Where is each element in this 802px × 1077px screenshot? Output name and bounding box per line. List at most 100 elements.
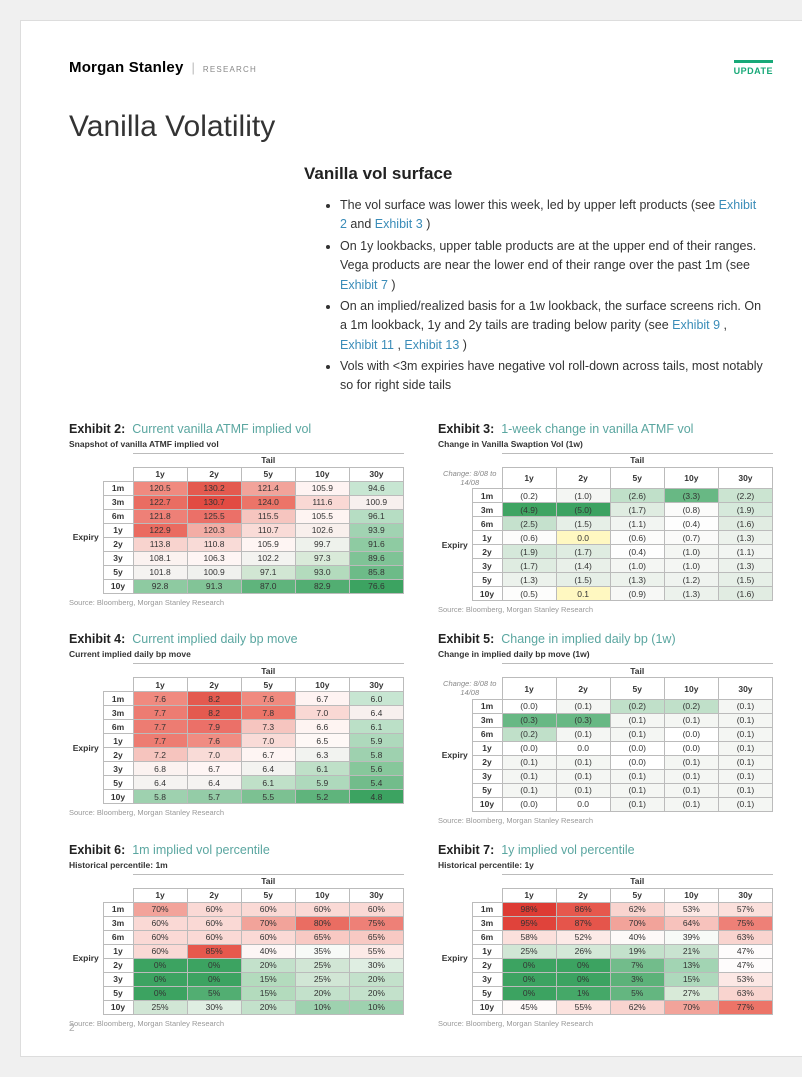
matrix-cell: (0.1) bbox=[664, 755, 718, 769]
matrix-cell: 0% bbox=[556, 972, 610, 986]
page-title: Vanilla Volatility bbox=[69, 110, 773, 144]
matrix-cell: 110.8 bbox=[187, 537, 241, 551]
matrix-cell: 99.7 bbox=[295, 537, 349, 551]
row-header: 1y bbox=[472, 741, 502, 755]
matrix-cell: 47% bbox=[718, 944, 772, 958]
matrix-cell: (0.1) bbox=[556, 755, 610, 769]
matrix-cell: (1.3) bbox=[664, 587, 718, 601]
row-header: 2y bbox=[472, 755, 502, 769]
row-header: 2y bbox=[472, 958, 502, 972]
matrix-cell: 5.5 bbox=[241, 790, 295, 804]
matrix-cell: (1.0) bbox=[664, 559, 718, 573]
exhibit-title: Exhibit 6: 1m implied vol percentile bbox=[69, 843, 404, 857]
col-header: 5y bbox=[610, 467, 664, 489]
matrix-cell: 7.6 bbox=[133, 692, 187, 706]
col-header: 2y bbox=[556, 467, 610, 489]
matrix-cell: 65% bbox=[349, 930, 403, 944]
matrix-cell: 6.5 bbox=[295, 734, 349, 748]
exhibit-link[interactable]: Exhibit 7 bbox=[340, 278, 388, 292]
matrix-cell: 0.0 bbox=[556, 741, 610, 755]
expiry-label: Expiry bbox=[438, 902, 472, 1014]
col-header: 10y bbox=[664, 467, 718, 489]
exhibit-label: Change in implied daily bp (1w) bbox=[501, 632, 675, 646]
matrix-cell: 45% bbox=[502, 1000, 556, 1014]
matrix-cell: 5.7 bbox=[187, 790, 241, 804]
matrix-cell: 113.8 bbox=[133, 537, 187, 551]
row-header: 3m bbox=[472, 503, 502, 517]
row-header: 1m bbox=[472, 902, 502, 916]
matrix-cell: (5.0) bbox=[556, 503, 610, 517]
exhibit: Exhibit 6: 1m implied vol percentile Hist… bbox=[69, 843, 404, 1028]
matrix-cell: 7.9 bbox=[187, 720, 241, 734]
matrix-cell: (0.1) bbox=[664, 797, 718, 811]
matrix-cell: (1.1) bbox=[610, 517, 664, 531]
row-header: 6m bbox=[103, 509, 133, 523]
exhibit-link[interactable]: Exhibit 3 bbox=[375, 217, 423, 231]
matrix-table: Tail1y2y5y10y30yExpiry1m98%86%62%53%57%3… bbox=[438, 874, 773, 1015]
matrix-cell: 0% bbox=[133, 972, 187, 986]
matrix-cell: (0.2) bbox=[610, 699, 664, 713]
exhibit-source: Source: Bloomberg, Morgan Stanley Resear… bbox=[438, 816, 773, 825]
col-header: 2y bbox=[187, 678, 241, 692]
expiry-label: Expiry bbox=[69, 902, 103, 1014]
matrix-cell: 70% bbox=[133, 902, 187, 916]
col-header: 2y bbox=[187, 888, 241, 902]
exhibit-label: Current vanilla ATMF implied vol bbox=[132, 422, 311, 436]
matrix-cell: 108.1 bbox=[133, 551, 187, 565]
matrix-cell: (1.3) bbox=[718, 531, 772, 545]
col-header: 10y bbox=[295, 678, 349, 692]
exhibit-label: 1m implied vol percentile bbox=[132, 843, 270, 857]
exhibit-label: 1y implied vol percentile bbox=[501, 843, 634, 857]
col-header: 30y bbox=[349, 888, 403, 902]
exhibit-source: Source: Bloomberg, Morgan Stanley Resear… bbox=[438, 605, 773, 614]
col-header: 5y bbox=[241, 678, 295, 692]
matrix-cell: 15% bbox=[241, 972, 295, 986]
col-header: 1y bbox=[502, 888, 556, 902]
matrix-cell: (0.1) bbox=[610, 713, 664, 727]
row-header: 3y bbox=[472, 769, 502, 783]
row-header: 1m bbox=[472, 699, 502, 713]
matrix-cell: (0.0) bbox=[502, 699, 556, 713]
col-header: 1y bbox=[502, 467, 556, 489]
matrix-cell: 30% bbox=[349, 958, 403, 972]
matrix-cell: 85% bbox=[187, 944, 241, 958]
row-header: 2y bbox=[472, 545, 502, 559]
matrix-cell: 7.6 bbox=[241, 692, 295, 706]
matrix-cell: 86% bbox=[556, 902, 610, 916]
matrix-cell: 60% bbox=[187, 916, 241, 930]
matrix-cell: 105.5 bbox=[295, 509, 349, 523]
matrix-table: Tail1y2y5y10y30yExpiry1m70%60%60%60%60%3… bbox=[69, 874, 404, 1015]
matrix-cell: 0% bbox=[502, 972, 556, 986]
matrix-table: TailChange: 8/08 to 14/081y2y5y10y30yExp… bbox=[438, 663, 773, 812]
matrix-cell: (0.9) bbox=[610, 587, 664, 601]
bullet-item: On an implied/realized basis for a 1w lo… bbox=[340, 297, 763, 355]
exhibit-link[interactable]: Exhibit 11 bbox=[340, 338, 394, 352]
matrix-cell: 93.9 bbox=[349, 523, 403, 537]
col-header: 30y bbox=[718, 888, 772, 902]
exhibit-number: Exhibit 4: bbox=[69, 632, 125, 646]
matrix-cell: (0.1) bbox=[502, 783, 556, 797]
exhibit-link[interactable]: Exhibit 13 bbox=[404, 338, 459, 352]
matrix-cell: (0.1) bbox=[718, 783, 772, 797]
matrix-cell: (0.1) bbox=[556, 727, 610, 741]
exhibit-subtitle: Change in Vanilla Swaption Vol (1w) bbox=[438, 439, 773, 449]
matrix-cell: (2.5) bbox=[502, 517, 556, 531]
matrix-cell: (0.1) bbox=[664, 713, 718, 727]
matrix-cell: 25% bbox=[295, 972, 349, 986]
matrix-cell: 102.6 bbox=[295, 523, 349, 537]
matrix-cell: (0.1) bbox=[718, 797, 772, 811]
exhibit-link[interactable]: Exhibit 9 bbox=[672, 318, 720, 332]
row-header: 1y bbox=[472, 531, 502, 545]
matrix-cell: (0.1) bbox=[610, 769, 664, 783]
exhibit-subtitle: Historical percentile: 1m bbox=[69, 860, 404, 870]
matrix-cell: 60% bbox=[187, 902, 241, 916]
matrix-cell: (0.1) bbox=[556, 783, 610, 797]
exhibit-number: Exhibit 3: bbox=[438, 422, 494, 436]
exhibit-label: 1-week change in vanilla ATMF vol bbox=[501, 422, 693, 436]
row-header: 1m bbox=[103, 692, 133, 706]
matrix-cell: 130.2 bbox=[187, 481, 241, 495]
expiry-label: Expiry bbox=[438, 699, 472, 811]
exhibit-source: Source: Bloomberg, Morgan Stanley Resear… bbox=[69, 1019, 404, 1028]
tail-header: Tail bbox=[133, 453, 404, 467]
matrix-cell: 27% bbox=[664, 986, 718, 1000]
